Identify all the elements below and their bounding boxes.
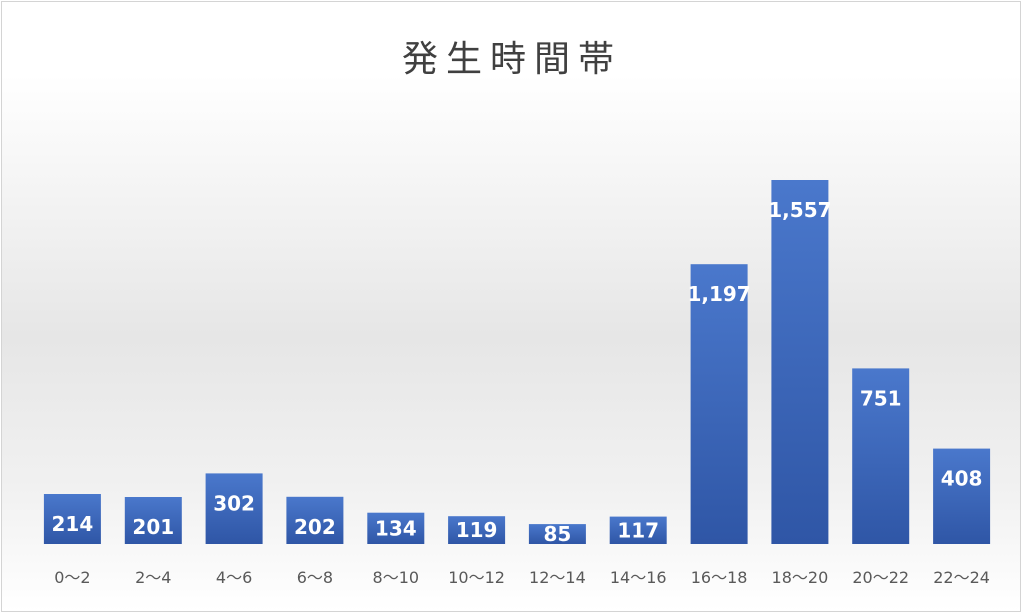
bar-5 bbox=[448, 516, 506, 544]
x-tick-label-10: 20〜22 bbox=[852, 568, 909, 587]
x-tick-label-11: 22〜24 bbox=[933, 568, 990, 587]
bars-layer bbox=[43, 180, 991, 544]
bar-11 bbox=[933, 448, 991, 544]
x-tick-label-9: 18〜20 bbox=[772, 568, 829, 587]
x-tick-label-4: 8〜10 bbox=[373, 568, 420, 587]
x-tick-label-5: 10〜12 bbox=[448, 568, 505, 587]
x-tick-label-6: 12〜14 bbox=[529, 568, 586, 587]
value-label-0: 214 bbox=[52, 512, 94, 536]
bar-1 bbox=[124, 497, 182, 544]
bar-7 bbox=[609, 516, 667, 544]
x-tick-labels-layer: 0〜2 2〜4 4〜6 6〜8 8〜10 10〜12 12〜14 14〜16 16〜18 18〜2… bbox=[54, 568, 990, 587]
x-tick-label-7: 14〜16 bbox=[610, 568, 667, 587]
value-labels-layer: 214 201 302 202 134 119 85 117 1,197 1,557 751 408 bbox=[52, 198, 983, 546]
x-tick-label-3: 6〜8 bbox=[297, 568, 333, 587]
value-label-9: 1,557 bbox=[768, 198, 831, 222]
value-label-5: 119 bbox=[456, 518, 498, 542]
x-tick-label-0: 0〜2 bbox=[54, 568, 90, 587]
bar-9 bbox=[771, 180, 829, 544]
x-tick-label-8: 16〜18 bbox=[691, 568, 748, 587]
x-tick-label-1: 2〜4 bbox=[135, 568, 171, 587]
chart-title: 発生時間帯 bbox=[401, 39, 622, 80]
bar-0 bbox=[43, 494, 101, 544]
x-tick-label-2: 4〜6 bbox=[216, 568, 252, 587]
bar-8 bbox=[690, 264, 748, 544]
value-label-4: 134 bbox=[375, 516, 417, 540]
bar-3 bbox=[286, 496, 344, 544]
value-label-6: 85 bbox=[543, 522, 571, 546]
value-label-1: 201 bbox=[132, 515, 174, 539]
value-label-3: 202 bbox=[294, 515, 336, 539]
value-label-10: 751 bbox=[860, 386, 902, 410]
value-label-11: 408 bbox=[941, 467, 983, 491]
bar-2 bbox=[205, 473, 263, 544]
bar-10 bbox=[852, 368, 910, 544]
value-label-7: 117 bbox=[617, 518, 659, 542]
bar-6 bbox=[528, 524, 586, 544]
value-label-8: 1,197 bbox=[687, 282, 750, 306]
value-label-2: 302 bbox=[213, 491, 255, 515]
bar-4 bbox=[367, 512, 425, 544]
